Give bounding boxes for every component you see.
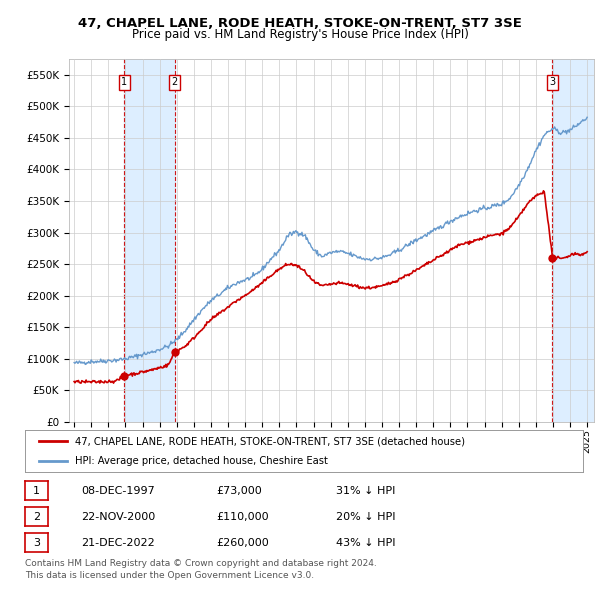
Text: 3: 3 [550, 77, 556, 87]
Text: 22-NOV-2000: 22-NOV-2000 [81, 512, 155, 522]
Text: £110,000: £110,000 [216, 512, 269, 522]
Text: 47, CHAPEL LANE, RODE HEATH, STOKE-ON-TRENT, ST7 3SE (detached house): 47, CHAPEL LANE, RODE HEATH, STOKE-ON-TR… [76, 437, 466, 447]
Text: £260,000: £260,000 [216, 538, 269, 548]
Text: 31% ↓ HPI: 31% ↓ HPI [336, 486, 395, 496]
Text: 1: 1 [121, 77, 127, 87]
Text: Price paid vs. HM Land Registry's House Price Index (HPI): Price paid vs. HM Land Registry's House … [131, 28, 469, 41]
Text: 2: 2 [33, 512, 40, 522]
Text: Contains HM Land Registry data © Crown copyright and database right 2024.: Contains HM Land Registry data © Crown c… [25, 559, 377, 568]
Bar [124, 59, 175, 422]
Text: 3: 3 [33, 538, 40, 548]
Text: HPI: Average price, detached house, Cheshire East: HPI: Average price, detached house, Ches… [76, 457, 328, 466]
Text: 21-DEC-2022: 21-DEC-2022 [81, 538, 155, 548]
Text: 20% ↓ HPI: 20% ↓ HPI [336, 512, 395, 522]
Bar [553, 59, 594, 422]
Text: 43% ↓ HPI: 43% ↓ HPI [336, 538, 395, 548]
Text: This data is licensed under the Open Government Licence v3.0.: This data is licensed under the Open Gov… [25, 571, 314, 579]
Text: 47, CHAPEL LANE, RODE HEATH, STOKE-ON-TRENT, ST7 3SE: 47, CHAPEL LANE, RODE HEATH, STOKE-ON-TR… [78, 17, 522, 30]
Text: 1: 1 [33, 486, 40, 496]
Text: £73,000: £73,000 [216, 486, 262, 496]
Text: 2: 2 [172, 77, 178, 87]
Text: 08-DEC-1997: 08-DEC-1997 [81, 486, 155, 496]
